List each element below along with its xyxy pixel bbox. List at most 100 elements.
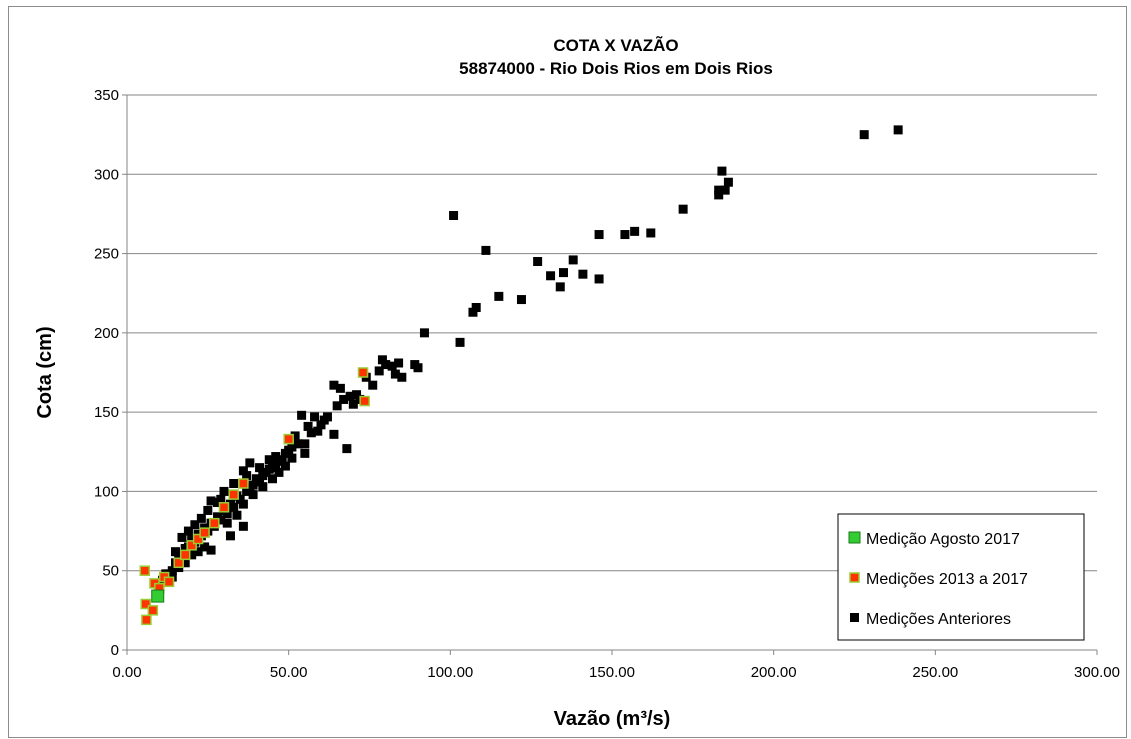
point-anteriores-125 [222,518,232,528]
point-2013-2017-12 [209,517,220,529]
point-2013-2017-2 [141,614,152,626]
point-anteriores-19 [516,295,526,305]
chart-title: COTA X VAZÃO [553,35,678,55]
point-anteriores-26 [419,328,429,338]
point-anteriores-25 [455,337,465,347]
point-anteriores-22 [471,302,481,312]
point-anteriores-127 [238,499,248,509]
point-anteriores-123 [200,542,210,552]
point-agosto-2017-0 [151,589,165,603]
point-anteriores-29 [397,372,407,382]
point-anteriores-91 [187,534,197,544]
y-tick-label-200: 200 [94,325,119,342]
point-anteriores-23 [468,307,478,317]
point-anteriores-79 [225,499,235,509]
point-anteriores-16 [559,268,568,278]
x-tick-label-0.00: 0.00 [112,664,141,681]
point-anteriores-104 [206,496,216,506]
point-anteriores-129 [258,482,268,492]
point-2013-2017-1 [140,598,152,610]
point-anteriores-126 [232,510,242,520]
point-anteriores-75 [238,466,248,476]
point-anteriores-83 [213,512,223,522]
point-anteriores-45 [332,401,342,411]
legend-marker-agosto-2017 [848,531,861,544]
x-axis-title: Vazão (m³/s) [554,708,671,730]
point-anteriores-59 [290,431,300,441]
point-anteriores-36 [368,380,378,390]
point-anteriores-43 [339,394,349,404]
point-anteriores-69 [258,471,268,481]
point-anteriores-30 [394,358,404,368]
chart-frame: COTA X VAZÃO 58874000 - Rio Dois Rios em… [8,6,1127,738]
legend-box [837,513,1085,641]
point-anteriores-133 [287,453,297,463]
point-anteriores-103 [225,531,235,541]
y-tick-label-300: 300 [94,166,119,183]
point-anteriores-2 [717,166,727,176]
point-anteriores-21 [481,245,491,255]
point-2013-2017-9 [186,540,197,551]
point-2013-2017-14 [228,489,239,500]
point-anteriores-3 [723,177,733,187]
point-anteriores-130 [268,474,277,484]
point-anteriores-14 [568,255,578,265]
point-anteriores-113 [216,494,226,504]
x-tick-label-200.00: 200.00 [751,664,797,681]
point-anteriores-110 [264,455,274,465]
point-anteriores-53 [313,426,323,436]
point-anteriores-11 [594,230,604,240]
point-2013-2017-15 [238,478,249,489]
y-tick-label-150: 150 [94,404,119,421]
gridlines [122,94,1098,655]
point-2013-2017-6 [163,576,175,588]
point-anteriores-122 [193,547,203,557]
point-anteriores-128 [248,490,258,500]
y-axis-title: Cota (cm) [34,326,56,418]
x-tick-label-100.00: 100.00 [427,664,473,681]
point-anteriores-35 [374,366,384,376]
point-anteriores-102 [238,521,248,531]
point-2013-2017-16 [283,433,294,445]
point-2013-2017-18 [359,395,370,407]
point-anteriores-0 [893,125,903,135]
point-anteriores-13 [578,269,588,279]
point-anteriores-9 [630,226,640,236]
point-anteriores-71 [251,474,261,484]
point-anteriores-118 [177,532,187,542]
point-anteriores-15 [555,282,565,292]
legend-label-1: Medições 2013 a 2017 [866,571,1028,588]
point-anteriores-1 [859,130,869,140]
point-anteriores-40 [348,399,358,409]
point-anteriores-50 [316,420,326,430]
point-2013-2017-19 [147,605,159,616]
y-tick-labels: 0 50 100 150 200 250 300 350 [94,87,119,659]
point-anteriores-107 [229,479,239,488]
x-tick-label-300.00: 300.00 [1074,664,1120,681]
point-anteriores-49 [319,415,329,425]
legend-label-0: Medição Agosto 2017 [866,531,1020,548]
point-2013-2017-11 [199,527,210,538]
point-anteriores-38 [352,390,362,400]
x-tick-label-250.00: 250.00 [912,664,958,681]
point-anteriores-112 [242,471,252,481]
y-tick-label-350: 350 [94,87,119,104]
x-tick-labels: 0.00 50.00 100.00 150.00 200.00 250.00 300.00 [112,664,1120,681]
legend-label-2: Medições Anteriores [866,611,1011,628]
point-anteriores-132 [280,461,290,471]
point-anteriores-131 [274,467,284,477]
point-anteriores-56 [297,410,307,420]
point-2013-2017-13 [218,502,230,513]
point-anteriores-54 [303,421,313,431]
point-anteriores-46 [329,380,339,390]
point-anteriores-32 [387,361,397,371]
point-anteriores-58 [293,439,303,449]
point-anteriores-47 [329,429,339,439]
y-tick-label-100: 100 [94,483,119,500]
axes [126,95,1097,651]
point-anteriores-57 [300,448,310,458]
point-anteriores-33 [381,360,391,370]
point-2013-2017-10 [192,533,204,545]
point-anteriores-111 [271,452,281,462]
chart-subtitle: 58874000 - Rio Dois Rios em Dois Rios [459,59,773,78]
